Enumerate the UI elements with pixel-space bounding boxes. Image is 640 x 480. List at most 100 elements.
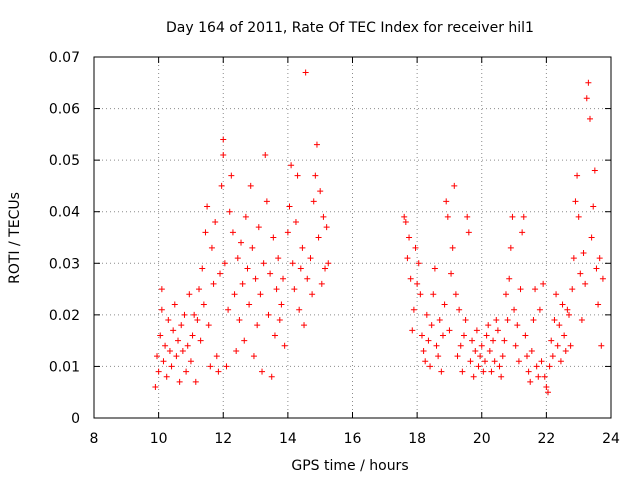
data-point bbox=[304, 275, 311, 282]
x-tick-label: 18 bbox=[408, 431, 426, 447]
data-point bbox=[187, 358, 194, 365]
x-tick-label: 14 bbox=[279, 431, 297, 447]
data-point bbox=[168, 363, 175, 370]
data-point bbox=[189, 332, 196, 339]
data-point bbox=[569, 286, 576, 293]
data-point bbox=[241, 337, 248, 344]
data-point bbox=[184, 342, 191, 349]
y-tick-label: 0.07 bbox=[49, 50, 80, 66]
data-point bbox=[456, 306, 463, 313]
data-point bbox=[532, 286, 539, 293]
data-point bbox=[494, 327, 501, 334]
data-point bbox=[233, 347, 240, 354]
x-tick-label: 12 bbox=[214, 431, 232, 447]
data-point bbox=[590, 203, 597, 210]
chart-title: Day 164 of 2011, Rate Of TEC Index for r… bbox=[166, 20, 534, 36]
y-tick-label: 0 bbox=[71, 411, 80, 427]
data-point bbox=[275, 255, 282, 262]
data-point bbox=[262, 151, 269, 158]
data-point bbox=[254, 322, 261, 329]
data-point bbox=[204, 203, 211, 210]
y-tick-label: 0.06 bbox=[49, 102, 80, 118]
data-point bbox=[511, 306, 518, 313]
data-point bbox=[561, 332, 568, 339]
x-tick-label: 8 bbox=[90, 431, 99, 447]
data-point bbox=[171, 301, 178, 308]
data-point bbox=[244, 265, 251, 272]
data-point bbox=[325, 260, 332, 267]
data-point bbox=[475, 363, 482, 370]
data-point bbox=[478, 342, 485, 349]
x-tick-label: 22 bbox=[537, 431, 555, 447]
data-point bbox=[436, 317, 443, 324]
y-tick-label: 0.05 bbox=[49, 153, 80, 169]
data-point bbox=[567, 342, 574, 349]
data-point bbox=[593, 265, 600, 272]
data-point bbox=[309, 291, 316, 298]
data-point bbox=[574, 172, 581, 179]
data-point bbox=[467, 358, 474, 365]
data-point bbox=[288, 162, 295, 169]
data-point bbox=[525, 368, 532, 375]
data-point bbox=[577, 270, 584, 277]
data-point bbox=[541, 373, 548, 380]
data-point bbox=[250, 353, 257, 360]
data-point bbox=[158, 286, 165, 293]
y-axis-label: ROTI / TECUs bbox=[7, 192, 23, 284]
data-point bbox=[406, 234, 413, 241]
data-point bbox=[407, 275, 414, 282]
data-point bbox=[430, 291, 437, 298]
data-point bbox=[433, 342, 440, 349]
data-point bbox=[580, 249, 587, 256]
data-point bbox=[276, 317, 283, 324]
data-point bbox=[493, 317, 500, 324]
data-point bbox=[210, 280, 217, 287]
data-point bbox=[502, 291, 509, 298]
data-point bbox=[499, 353, 506, 360]
data-point bbox=[220, 136, 227, 143]
data-point bbox=[507, 244, 514, 251]
data-point bbox=[323, 224, 330, 231]
data-point bbox=[175, 337, 182, 344]
data-point bbox=[297, 265, 304, 272]
data-point bbox=[294, 172, 301, 179]
data-point bbox=[472, 347, 479, 354]
data-point bbox=[197, 337, 204, 344]
data-point bbox=[465, 229, 472, 236]
data-point bbox=[483, 332, 490, 339]
data-point bbox=[155, 368, 162, 375]
data-point bbox=[259, 368, 266, 375]
data-point bbox=[401, 213, 408, 220]
tick-labels: 8 10 12 14 16 18 20 22 24 0 0.01 0.02 0.03 0.04 0.05 0.… bbox=[49, 50, 620, 447]
data-point bbox=[178, 322, 185, 329]
data-point bbox=[257, 291, 264, 298]
data-point bbox=[522, 332, 529, 339]
data-point bbox=[509, 213, 516, 220]
data-point bbox=[449, 244, 456, 251]
data-point bbox=[498, 373, 505, 380]
data-point bbox=[480, 368, 487, 375]
grid-lines bbox=[94, 57, 611, 418]
data-point bbox=[441, 301, 448, 308]
data-point bbox=[271, 332, 278, 339]
data-point bbox=[317, 188, 324, 195]
data-point bbox=[415, 260, 422, 267]
data-point bbox=[425, 337, 432, 344]
data-point bbox=[194, 317, 201, 324]
data-point bbox=[469, 337, 476, 344]
data-point bbox=[318, 280, 325, 287]
y-tick-label: 0.04 bbox=[49, 205, 80, 221]
data-point bbox=[598, 342, 605, 349]
data-point bbox=[578, 317, 585, 324]
data-point bbox=[559, 301, 566, 308]
data-point bbox=[485, 322, 492, 329]
x-tick-label: 24 bbox=[602, 431, 620, 447]
data-point bbox=[215, 368, 222, 375]
data-point bbox=[196, 286, 203, 293]
data-point bbox=[217, 270, 224, 277]
data-point bbox=[183, 368, 190, 375]
data-point bbox=[315, 234, 322, 241]
data-point bbox=[549, 353, 556, 360]
data-point bbox=[186, 291, 193, 298]
data-point bbox=[247, 182, 254, 189]
